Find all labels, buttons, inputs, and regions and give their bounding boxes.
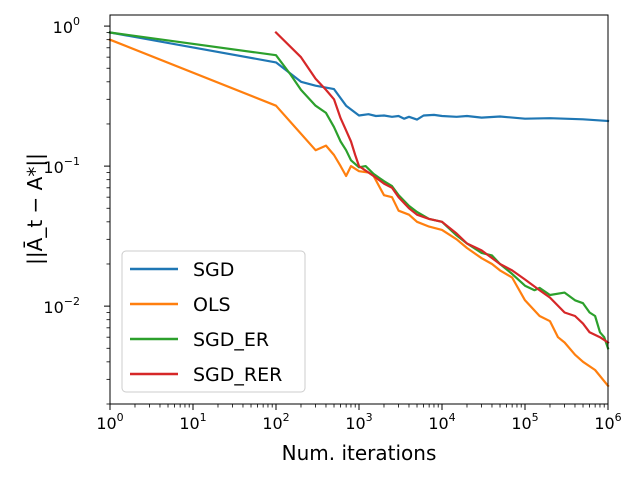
series-line-sgd-rer — [274, 30, 610, 345]
legend-label: SGD_ER — [193, 329, 269, 351]
x-tick-exponent: 4 — [449, 411, 456, 424]
y-axis-title: ||Ā_t − A*|| — [23, 153, 47, 265]
legend: SGD OLS SGD_ER SGD_RER — [121, 250, 306, 393]
x-tick-exponent: 1 — [200, 411, 207, 424]
plot-frame — [109, 14, 609, 405]
legend-label: SGD — [193, 259, 234, 281]
x-tick-exponent: 6 — [615, 411, 622, 424]
y-tick-exponent: −1 — [64, 155, 80, 168]
legend-label: OLS — [193, 294, 231, 316]
y-tick-exponent: −2 — [64, 295, 80, 308]
x-tick-exponent: 0 — [117, 411, 124, 424]
series-layer — [108, 30, 610, 388]
x-tick-exponent: 5 — [532, 411, 539, 424]
x-axis-title: Num. iterations — [282, 441, 437, 465]
series-line-ols — [108, 38, 610, 388]
x-tick-exponent: 3 — [366, 411, 373, 424]
x-tick-exponent: 2 — [283, 411, 290, 424]
y-tick-exponent: 0 — [73, 15, 80, 28]
legend-label: SGD_RER — [193, 364, 282, 386]
legend-box — [121, 250, 306, 393]
series-line-sgd — [108, 31, 610, 123]
